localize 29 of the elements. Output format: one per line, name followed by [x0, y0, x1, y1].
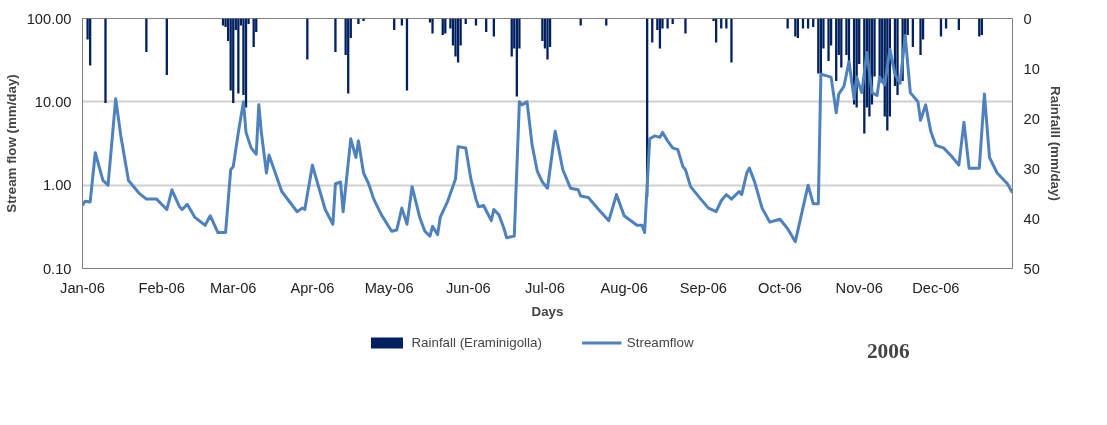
x-tick-label: Apr-06 — [290, 279, 335, 296]
y2-tick-label: 30 — [1023, 160, 1040, 177]
x-tick-label: Jul-06 — [524, 279, 565, 296]
y2-axis-title: Rainfalll (mm/day) — [1047, 86, 1063, 201]
legend-label: Rainfall (Eraminigolla) — [411, 334, 542, 350]
x-tick-label: Jun-06 — [445, 279, 491, 296]
y2-tick-label: 20 — [1023, 110, 1040, 127]
x-tick-label: Oct-06 — [758, 279, 802, 296]
line-series — [82, 34, 1013, 244]
x-tick-label: Sep-06 — [679, 279, 727, 296]
x-tick-label: Jan-06 — [60, 279, 105, 296]
y2-tick-label: 10 — [1023, 60, 1040, 77]
y-tick-label: 100.00 — [26, 10, 72, 27]
x-tick-label: Feb-06 — [138, 279, 185, 296]
x-axis-title: Days — [531, 303, 564, 319]
x-tick-label: Mar-06 — [210, 279, 257, 296]
x-tick-label: Dec-06 — [912, 279, 960, 296]
y2-tick-label: 40 — [1023, 210, 1040, 227]
text: 2006 — [866, 339, 910, 364]
y-axis-title: Stream flow (mm/day) — [3, 74, 19, 213]
y2-tick-label: 0 — [1023, 10, 1032, 27]
legend-label: Streamflow — [626, 334, 694, 350]
x-tick-label: Aug-06 — [600, 279, 648, 296]
y2-tick-label: 50 — [1023, 260, 1040, 277]
x-tick-label: Nov-06 — [835, 279, 883, 296]
y-tick-label: 1.00 — [42, 177, 72, 194]
y-tick-label: 10.00 — [34, 93, 72, 110]
x-tick-label: May-06 — [364, 279, 414, 296]
y-tick-label: 0.10 — [42, 260, 72, 277]
